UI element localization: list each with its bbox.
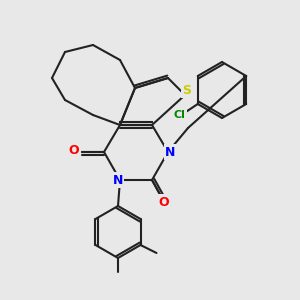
Text: O: O bbox=[159, 196, 169, 208]
Text: S: S bbox=[182, 83, 191, 97]
Text: N: N bbox=[165, 146, 175, 158]
Text: N: N bbox=[113, 173, 123, 187]
Text: Cl: Cl bbox=[174, 110, 186, 120]
Text: O: O bbox=[69, 143, 79, 157]
